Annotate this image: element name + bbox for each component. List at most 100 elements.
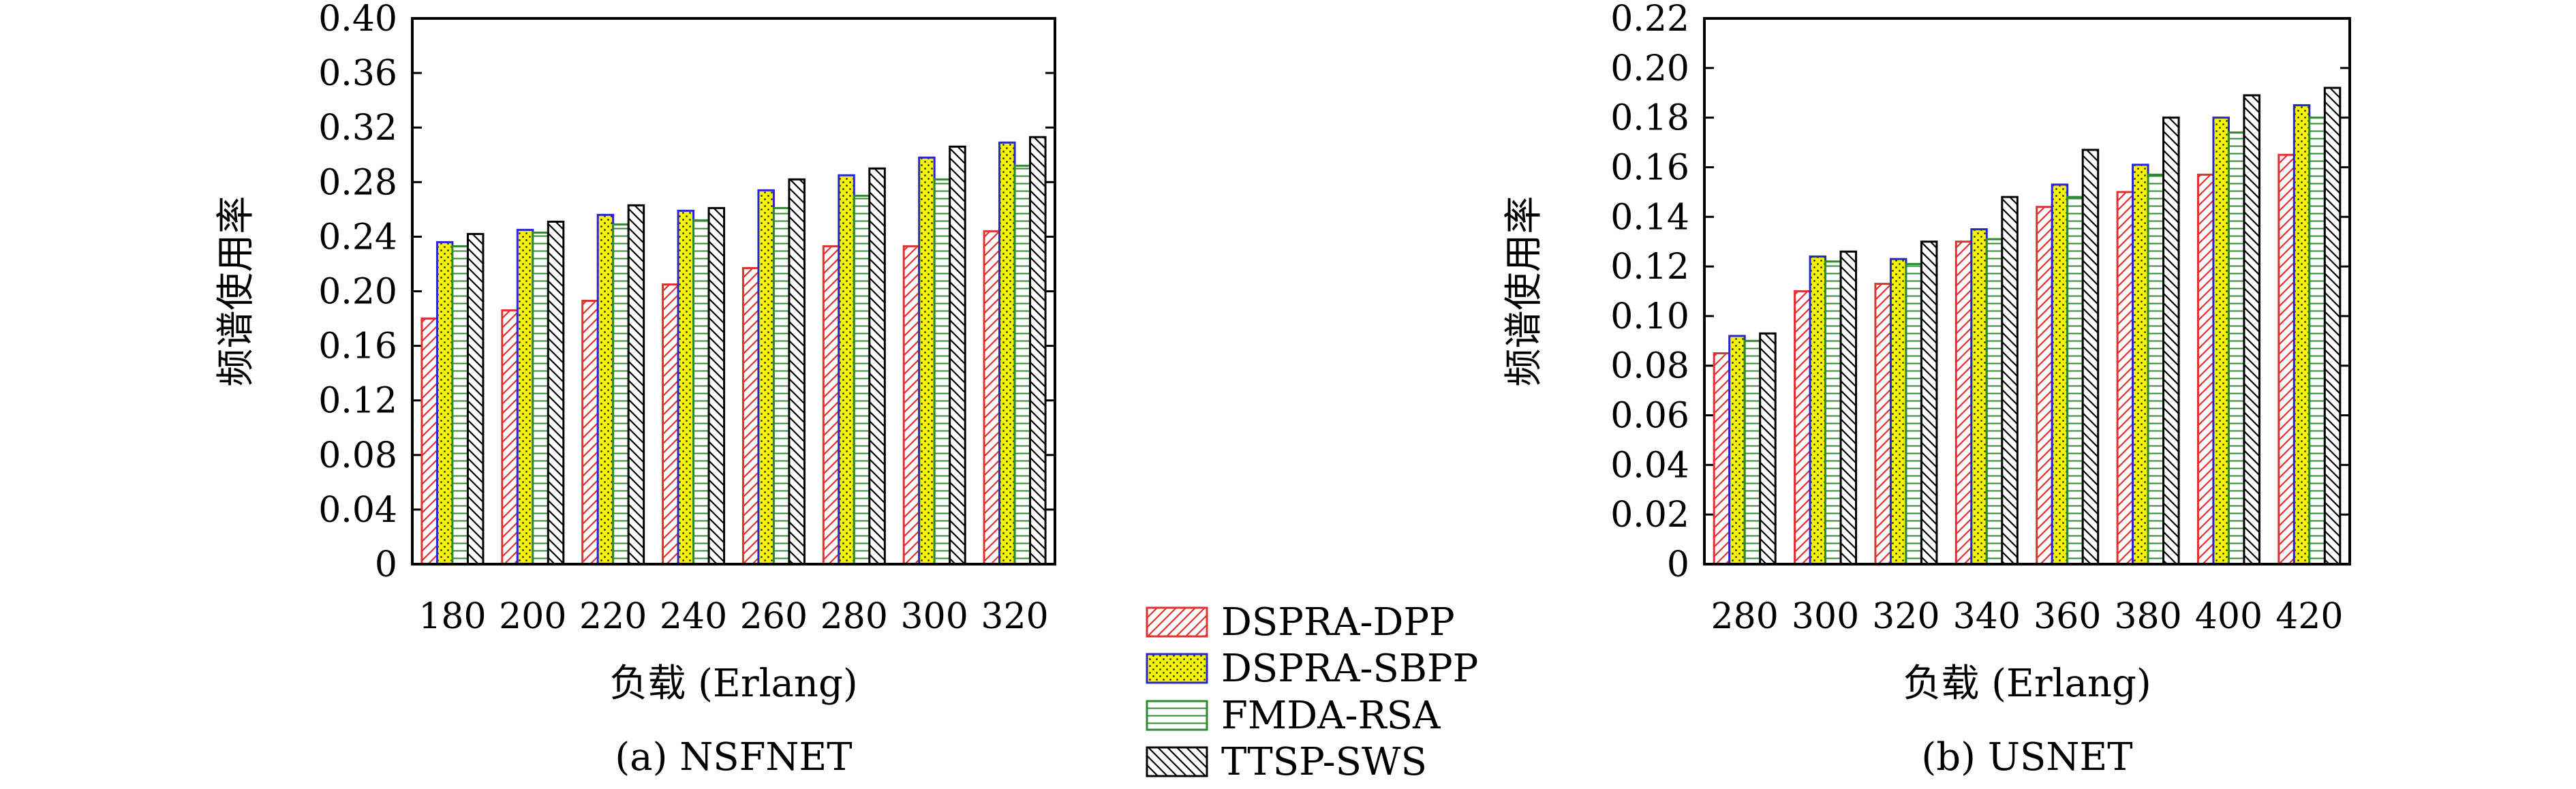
y-axis-label: 频谱使用率: [1502, 196, 1546, 387]
y-tick-label: 0.14: [1610, 197, 1689, 238]
bar: [1809, 256, 1827, 566]
x-tick-label: 240: [660, 596, 727, 637]
bar: [1713, 352, 1731, 566]
bar: [853, 194, 871, 566]
bar: [707, 206, 726, 566]
bar: [2278, 153, 2295, 566]
bar: [757, 189, 775, 566]
bar: [2001, 196, 2019, 566]
bar: [2308, 117, 2326, 566]
x-tick-label: 300: [1792, 596, 1859, 637]
chart-usnet: 0 0.02 0.04 0.06 0.08 0.10 0.12 0.14 0.16 0.18 0.2…: [1502, 0, 2351, 779]
x-tick-label: 400: [2195, 596, 2263, 637]
x-axis-label: 负载 (Erlang): [1903, 662, 2151, 706]
bar: [662, 283, 679, 566]
bar: [2323, 87, 2342, 566]
bar: [516, 228, 534, 566]
bar: [998, 141, 1016, 566]
x-axis-label: 负载 (Erlang): [609, 662, 857, 706]
bar: [466, 232, 485, 566]
bar: [627, 204, 645, 566]
bar: [2116, 191, 2134, 566]
bar: [2162, 117, 2180, 566]
bar: [1743, 339, 1762, 566]
x-tick-label: 320: [981, 596, 1048, 637]
legend-item: TTSP-SWS: [1146, 740, 1427, 784]
y-tick-label: 0.22: [1610, 0, 1689, 40]
legend-swatch: [1146, 746, 1208, 777]
bar: [501, 309, 519, 566]
y-tick-label: 0: [1667, 544, 1689, 585]
y-tick-label: 0.20: [1610, 48, 1689, 89]
bar: [451, 245, 469, 566]
x-tick-label: 280: [1711, 596, 1779, 637]
bar: [612, 223, 630, 566]
legend-swatch: [1146, 606, 1208, 638]
bar: [1889, 258, 1907, 566]
y-tick-label: 0.16: [318, 326, 397, 367]
bar: [788, 178, 806, 566]
bar: [1759, 332, 1777, 566]
legend-item: FMDA-RSA: [1146, 694, 1441, 738]
bar: [547, 220, 565, 566]
legend-item: DSPRA-SBPP: [1146, 647, 1478, 691]
bar: [2066, 196, 2084, 566]
x-tick-label: 200: [499, 596, 566, 637]
y-tick-label: 0.08: [318, 435, 397, 476]
bar: [2196, 173, 2215, 566]
plot-frame: [1703, 17, 2351, 566]
legend-label: FMDA-RSA: [1221, 694, 1441, 738]
bar: [933, 178, 951, 566]
bar: [2147, 173, 2165, 566]
y-tick-label: 0.32: [318, 108, 397, 149]
y-tick-label: 0.12: [318, 381, 397, 422]
bar: [1970, 228, 1988, 566]
bar: [692, 219, 710, 566]
legend-label: DSPRA-DPP: [1221, 600, 1455, 645]
bar: [1029, 136, 1047, 566]
chart-caption: (a) NSFNET: [615, 735, 852, 779]
x-tick-label: 260: [740, 596, 808, 637]
legend-label: DSPRA-SBPP: [1221, 647, 1478, 691]
bar: [1920, 241, 1938, 566]
bar: [1874, 283, 1892, 566]
y-tick-label: 0.24: [318, 217, 397, 258]
bar: [1839, 250, 1858, 566]
chart-nsfnet: 0 0.04 0.08 0.12 0.16 0.20 0.24 0.28 0.32 0.36 0.4…: [214, 0, 1056, 779]
bar: [1954, 241, 1973, 566]
y-axis-label: 频谱使用率: [214, 196, 258, 387]
bar: [1985, 238, 2004, 566]
bar: [772, 206, 791, 566]
y-tick-label: 0.36: [318, 53, 397, 94]
y-tick-label: 0.28: [318, 162, 397, 203]
bar: [1824, 260, 1842, 566]
bar: [581, 300, 599, 566]
bar: [1013, 164, 1032, 566]
y-tick-label: 0.04: [1610, 445, 1689, 486]
bar: [2212, 117, 2230, 566]
bar: [596, 213, 615, 566]
bar: [2081, 149, 2100, 566]
y-tick-label: 0.40: [318, 0, 397, 40]
y-tick-label: 0.20: [318, 272, 397, 313]
bar: [2051, 183, 2069, 566]
bar: [822, 245, 840, 566]
plot-frame: [411, 17, 1056, 566]
y-tick-label: 0.18: [1610, 98, 1689, 139]
bar: [918, 156, 936, 566]
bar: [838, 174, 855, 566]
y-tick-label: 0.12: [1610, 247, 1689, 288]
x-tick-label: 280: [821, 596, 888, 637]
bar: [435, 241, 454, 566]
bar: [2227, 131, 2245, 566]
bar: [677, 209, 695, 566]
bar: [868, 167, 886, 566]
bar: [2293, 104, 2311, 566]
x-tick-label: 300: [901, 596, 968, 637]
y-tick-label: 0.06: [1610, 396, 1689, 437]
bar: [2132, 164, 2149, 566]
bar: [949, 145, 966, 566]
bar: [741, 266, 760, 566]
bar: [2036, 206, 2053, 566]
